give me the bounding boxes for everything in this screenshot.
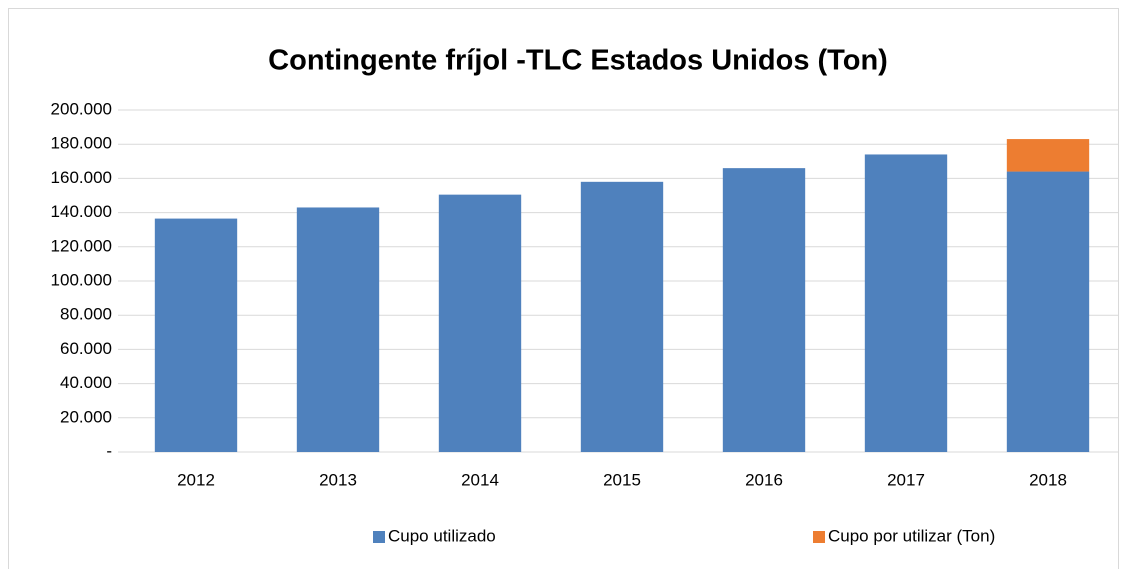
x-tick-label: 2017 bbox=[887, 470, 925, 489]
bar-segment bbox=[864, 154, 948, 452]
y-tick-label: - bbox=[106, 441, 112, 460]
y-tick-label: 60.000 bbox=[60, 339, 112, 358]
y-tick-label: 140.000 bbox=[51, 202, 112, 221]
legend-swatch bbox=[813, 531, 825, 543]
x-tick-label: 2014 bbox=[461, 470, 499, 489]
bar-segment bbox=[154, 218, 238, 452]
x-tick-label: 2016 bbox=[745, 470, 783, 489]
legend-label: Cupo utilizado bbox=[388, 526, 496, 545]
y-tick-label: 40.000 bbox=[60, 373, 112, 392]
y-tick-label: 200.000 bbox=[51, 99, 112, 118]
bar-segment bbox=[296, 207, 380, 452]
bar-segment bbox=[1006, 139, 1090, 172]
bar-segment bbox=[438, 194, 522, 452]
x-tick-label: 2015 bbox=[603, 470, 641, 489]
chart-title: Contingente fríjol -TLC Estados Unidos (… bbox=[268, 45, 888, 77]
y-tick-label: 80.000 bbox=[60, 305, 112, 324]
x-tick-label: 2018 bbox=[1029, 470, 1067, 489]
y-tick-label: 160.000 bbox=[51, 168, 112, 187]
legend-swatch bbox=[373, 531, 385, 543]
y-tick-label: 20.000 bbox=[60, 407, 112, 426]
legend-label: Cupo por utilizar (Ton) bbox=[828, 526, 995, 545]
y-tick-label: 180.000 bbox=[51, 134, 112, 153]
y-tick-label: 120.000 bbox=[51, 236, 112, 255]
y-tick-label: 100.000 bbox=[51, 270, 112, 289]
x-tick-label: 2012 bbox=[177, 470, 215, 489]
x-tick-label: 2013 bbox=[319, 470, 357, 489]
bar-segment bbox=[580, 181, 664, 452]
bar-segment bbox=[1006, 171, 1090, 452]
bar-segment bbox=[722, 168, 806, 452]
